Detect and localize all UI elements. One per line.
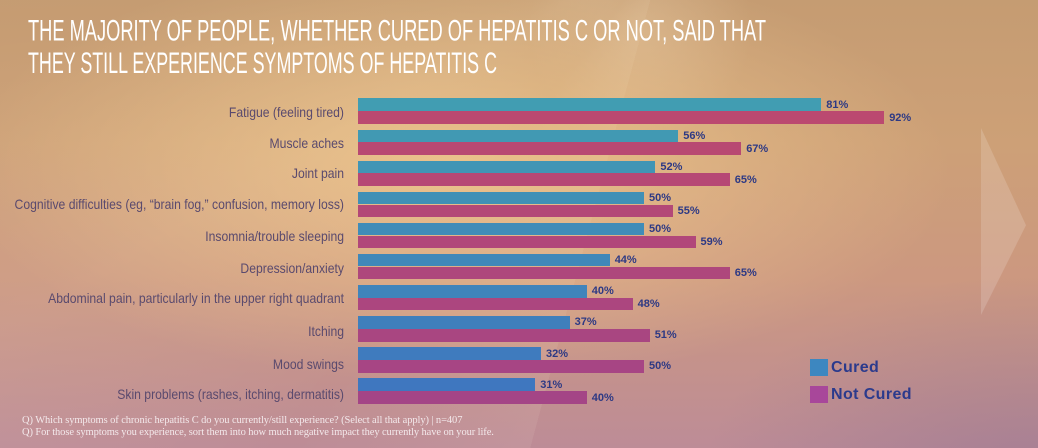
svg-text:THE MAJORITY OF PEOPLE, WHETHE: THE MAJORITY OF PEOPLE, WHETHER CURED OF… bbox=[28, 15, 766, 48]
svg-text:THEY STILL EXPERIENCE SYMPTOMS: THEY STILL EXPERIENCE SYMPTOMS OF HEPATI… bbox=[28, 48, 497, 81]
